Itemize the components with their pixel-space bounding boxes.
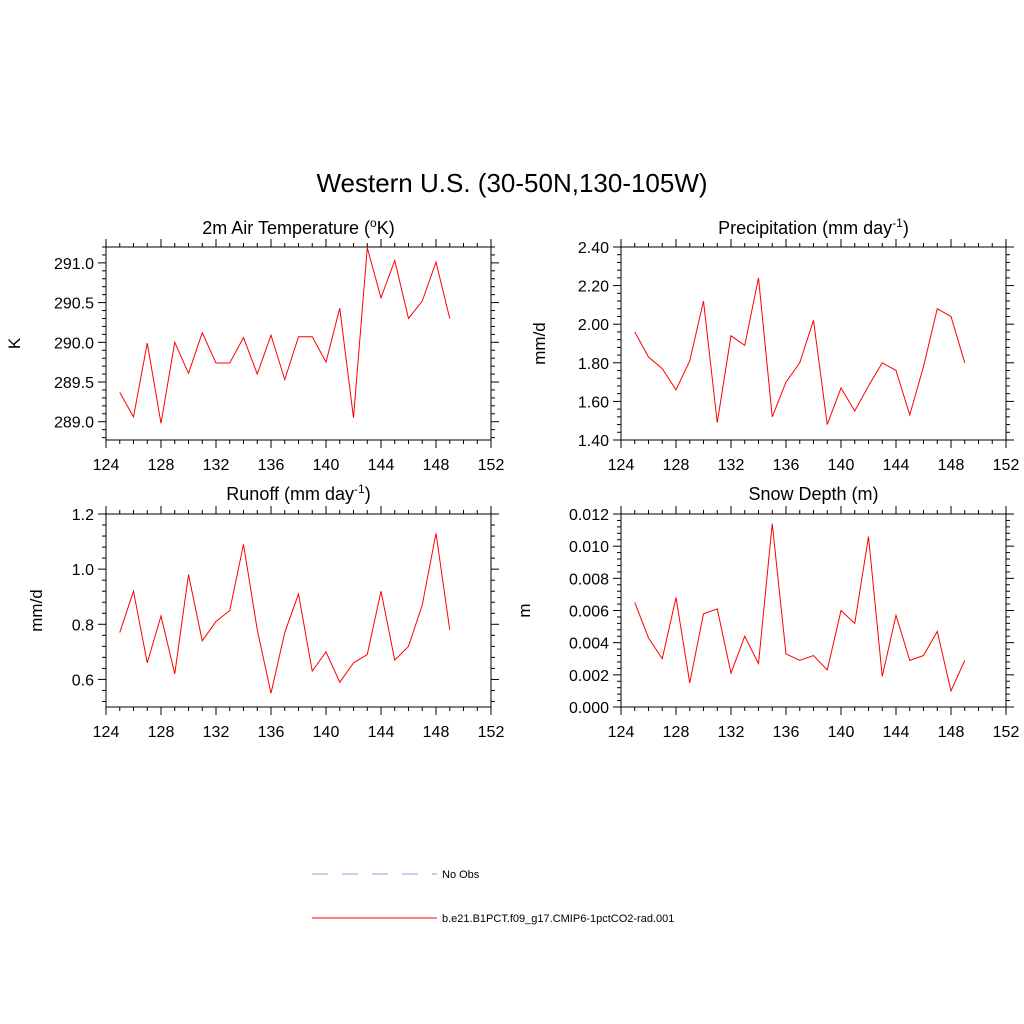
- x-tick-label: 128: [663, 724, 690, 741]
- main-title: Western U.S. (30-50N,130-105W): [316, 168, 707, 198]
- x-tick-label: 144: [368, 457, 395, 474]
- plot-frame: [105, 246, 492, 441]
- x-tick-label: 152: [993, 724, 1020, 741]
- y-tick-label: 1.0: [72, 562, 94, 579]
- y-tick-label: 0.008: [569, 571, 609, 588]
- x-tick-label: 148: [423, 457, 450, 474]
- series-line-1: [119, 533, 451, 694]
- x-tick-label: 124: [93, 724, 120, 741]
- y-tick-label: 0.000: [569, 700, 609, 717]
- plot-frame: [105, 513, 492, 708]
- x-tick-label: 132: [718, 457, 745, 474]
- x-tick-label: 124: [93, 457, 120, 474]
- y-tick-label: 1.40: [578, 433, 609, 450]
- panels: 2m Air Temperature (oK)124 128 132 136 140 14…: [5, 216, 1019, 741]
- panel-title-superscript: -1: [354, 482, 365, 496]
- panel-title: 2m Air Temperature (oK): [202, 216, 394, 238]
- y-tick-label: 291.0: [54, 256, 94, 273]
- y-tick-label: 1.2: [72, 507, 94, 524]
- x-tick-label: 136: [773, 457, 800, 474]
- y-tick-label: 1.60: [578, 394, 609, 411]
- legend-label-2: b.e21.B1PCT.f09_g17.CMIP6-1pctCO2-rad.00…: [442, 913, 674, 925]
- x-tick-label: 136: [258, 724, 285, 741]
- y-tick-label: 290.0: [54, 335, 94, 352]
- y-axis-label: mm/d: [530, 322, 549, 365]
- x-tick-label: 152: [478, 724, 505, 741]
- x-tick-label: 152: [993, 457, 1020, 474]
- y-tick-label: 0.012: [569, 507, 609, 524]
- y-tick-label: 1.80: [578, 356, 609, 373]
- x-tick-label: 152: [478, 457, 505, 474]
- x-tick-label: 140: [313, 457, 340, 474]
- y-tick-label: 290.5: [54, 296, 94, 313]
- x-tick-label: 148: [938, 724, 965, 741]
- series-line-1: [119, 247, 451, 424]
- series-line-1: [634, 523, 966, 693]
- panel-title-superscript: o: [370, 216, 377, 230]
- x-tick-label: 128: [148, 457, 175, 474]
- x-tick-label: 124: [608, 724, 635, 741]
- y-tick-label: 2.00: [578, 317, 609, 334]
- x-tick-label: 136: [773, 724, 800, 741]
- y-tick-label: 0.004: [569, 636, 609, 653]
- x-tick-label: 132: [203, 724, 230, 741]
- legend-label-1: No Obs: [442, 869, 480, 881]
- y-tick-label: 0.6: [72, 672, 94, 689]
- x-tick-label: 140: [828, 724, 855, 741]
- panel-4: Snow Depth (m) 124 128 132 136 140 144 148 152 0.…: [515, 484, 1019, 741]
- y-axis-label: m: [515, 603, 534, 617]
- panel-title-tail: ): [903, 218, 909, 238]
- panel-title-main: Runoff (mm day: [226, 484, 354, 504]
- panel-title-tail: ): [365, 484, 371, 504]
- panel-title-main: Snow Depth (m): [748, 484, 878, 504]
- x-tick-label: 128: [663, 457, 690, 474]
- y-tick-label: 0.006: [569, 604, 609, 621]
- panel-title-main: Precipitation (mm day: [718, 218, 892, 238]
- x-tick-label: 148: [938, 457, 965, 474]
- x-tick-label: 136: [258, 457, 285, 474]
- panel-title-superscript: -1: [892, 216, 903, 230]
- y-tick-label: 0.8: [72, 617, 94, 634]
- x-tick-label: 144: [883, 724, 910, 741]
- x-tick-label: 132: [718, 724, 745, 741]
- x-tick-label: 148: [423, 724, 450, 741]
- y-axis-label: mm/d: [27, 589, 46, 632]
- x-tick-label: 128: [148, 724, 175, 741]
- panel-title-main: 2m Air Temperature (: [202, 218, 370, 238]
- x-tick-label: 144: [883, 457, 910, 474]
- panel-1: 2m Air Temperature (oK) 124 128 132 136 140 14…: [5, 216, 504, 474]
- y-tick-label: 289.5: [54, 375, 94, 392]
- panel-title: Snow Depth (m): [748, 484, 878, 504]
- y-tick-label: 0.010: [569, 539, 609, 556]
- y-tick-label: 0.002: [569, 668, 609, 685]
- x-tick-label: 144: [368, 724, 395, 741]
- panel-title: Runoff (mm day-1): [226, 482, 370, 504]
- y-axis-label: K: [5, 337, 24, 349]
- series-line-1: [634, 277, 966, 425]
- panel-title: Precipitation (mm day-1): [718, 216, 909, 238]
- legend: No Obs b.e21.B1PCT.f09_g17.CMIP6-1pctCO2-…: [312, 869, 674, 925]
- y-tick-label: 2.20: [578, 279, 609, 296]
- x-tick-label: 132: [203, 457, 230, 474]
- x-tick-label: 124: [608, 457, 635, 474]
- x-tick-label: 140: [313, 724, 340, 741]
- panel-2: Precipitation (mm day-1) 124 128 132 136 140 1…: [530, 216, 1019, 474]
- x-tick-label: 140: [828, 457, 855, 474]
- y-tick-label: 2.40: [578, 240, 609, 257]
- plot-frame: [620, 246, 1007, 441]
- y-tick-label: 289.0: [54, 415, 94, 432]
- panel-title-tail: K): [377, 218, 395, 238]
- panel-3: Runoff (mm day-1) 124 128 132 136 140 144 148 15…: [27, 482, 504, 741]
